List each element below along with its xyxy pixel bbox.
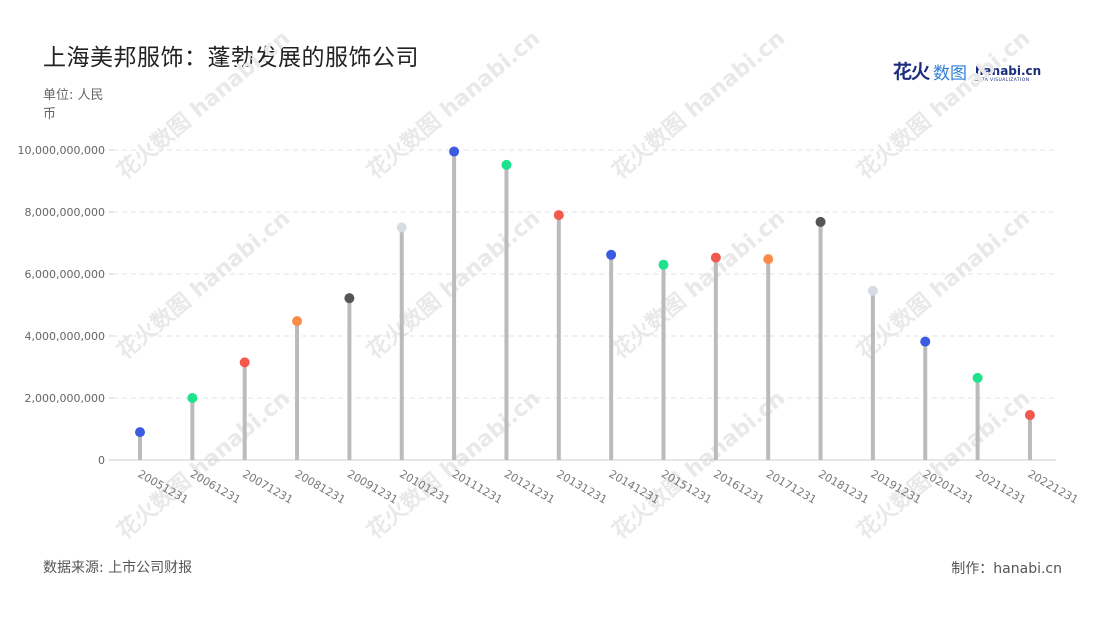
- data-point-20211231[interactable]: [972, 372, 983, 383]
- y-tick-label-1: 2,000,000,000: [25, 392, 105, 405]
- data-point-20221231[interactable]: [1024, 410, 1035, 421]
- watermark-10: 花火数图 hanabi.cn: [607, 385, 790, 544]
- data-point-20111231[interactable]: [449, 146, 460, 157]
- chart-title: 上海美邦服饰：蓬勃发展的服饰公司: [43, 45, 419, 71]
- data-point-20141231[interactable]: [606, 249, 617, 260]
- data-point-20061231[interactable]: [187, 393, 198, 403]
- y-tick-label-0: 0: [98, 454, 105, 467]
- data-source: 数据来源: 上市公司财报: [43, 560, 193, 576]
- grid-layer: 0 2,000,000,000 4,000,000,000 6,000,000,000…: [18, 144, 1056, 467]
- data-point-20101231[interactable]: [396, 222, 407, 233]
- logo-text-cn: 花火: [893, 61, 930, 83]
- x-tick-label-20091231: 20091231: [345, 467, 400, 506]
- watermark-7: 花火数图 hanabi.cn: [852, 205, 1035, 364]
- y-tick-label-4: 8,000,000,000: [25, 206, 105, 219]
- watermark-11: 花火数图 hanabi.cn: [852, 385, 1035, 544]
- logo-text-cn-light: 数图: [933, 64, 968, 84]
- credit-text: 制作：hanabi.cn: [951, 561, 1062, 577]
- x-tick-label-20081231: 20081231: [293, 467, 348, 506]
- data-point-20171231[interactable]: [763, 254, 774, 265]
- watermark-6: 花火数图 hanabi.cn: [607, 205, 790, 364]
- watermark-4: 花火数图 hanabi.cn: [112, 205, 295, 364]
- x-tick-label-20121231: 20121231: [502, 467, 557, 506]
- x-tick-label-20071231: 20071231: [240, 467, 295, 506]
- watermark-layer: 花火数图 hanabi.cn 花火数图 hanabi.cn 花火数图 hanabi.…: [112, 25, 1035, 544]
- x-axis-labels: 2005123120061231200712312008123120091231…: [136, 467, 1081, 506]
- data-point-20201231[interactable]: [920, 336, 931, 347]
- brand-logo: 花火 数图 hanabi.cn DATA VISUALIZATION: [893, 57, 1041, 84]
- x-tick-label-20171231: 20171231: [764, 467, 819, 506]
- watermark-3: 花火数图 hanabi.cn: [852, 25, 1035, 184]
- data-point-20131231[interactable]: [553, 210, 564, 221]
- data-point-20191231[interactable]: [867, 285, 878, 296]
- data-point-20091231[interactable]: [344, 293, 355, 304]
- data-point-20051231[interactable]: [135, 427, 145, 438]
- unit-label: 单位: 人民币: [43, 88, 104, 122]
- watermark-0: 花火数图 hanabi.cn: [112, 25, 295, 184]
- logo-en-block: hanabi.cn DATA VISUALIZATION: [975, 65, 1041, 84]
- x-tick-label-20211231: 20211231: [973, 467, 1028, 506]
- logo-subtext: DATA VISUALIZATION: [975, 78, 1030, 83]
- y-tick-label-3: 6,000,000,000: [25, 268, 105, 281]
- point-layer: [135, 146, 1035, 438]
- data-point-20151231[interactable]: [658, 259, 669, 270]
- x-tick-label-20161231: 20161231: [711, 467, 766, 506]
- data-point-20121231[interactable]: [501, 159, 512, 170]
- data-point-20181231[interactable]: [815, 216, 826, 227]
- x-tick-label-20181231: 20181231: [816, 467, 871, 506]
- data-point-20081231[interactable]: [292, 316, 303, 327]
- watermark-8: 花火数图 hanabi.cn: [112, 385, 295, 544]
- data-point-20161231[interactable]: [710, 252, 721, 263]
- x-tick-label-20131231: 20131231: [554, 467, 609, 506]
- y-tick-label-5: 10,000,000,000: [18, 144, 105, 157]
- stem-layer: [138, 151, 1032, 460]
- y-tick-label-2: 4,000,000,000: [25, 330, 105, 343]
- watermark-2: 花火数图 hanabi.cn: [607, 25, 790, 184]
- x-tick-label-20111231: 20111231: [450, 467, 505, 506]
- x-tick-label-20221231: 20221231: [1025, 467, 1080, 506]
- logo-text-en: hanabi.cn: [975, 64, 1042, 78]
- data-point-20071231[interactable]: [239, 357, 250, 368]
